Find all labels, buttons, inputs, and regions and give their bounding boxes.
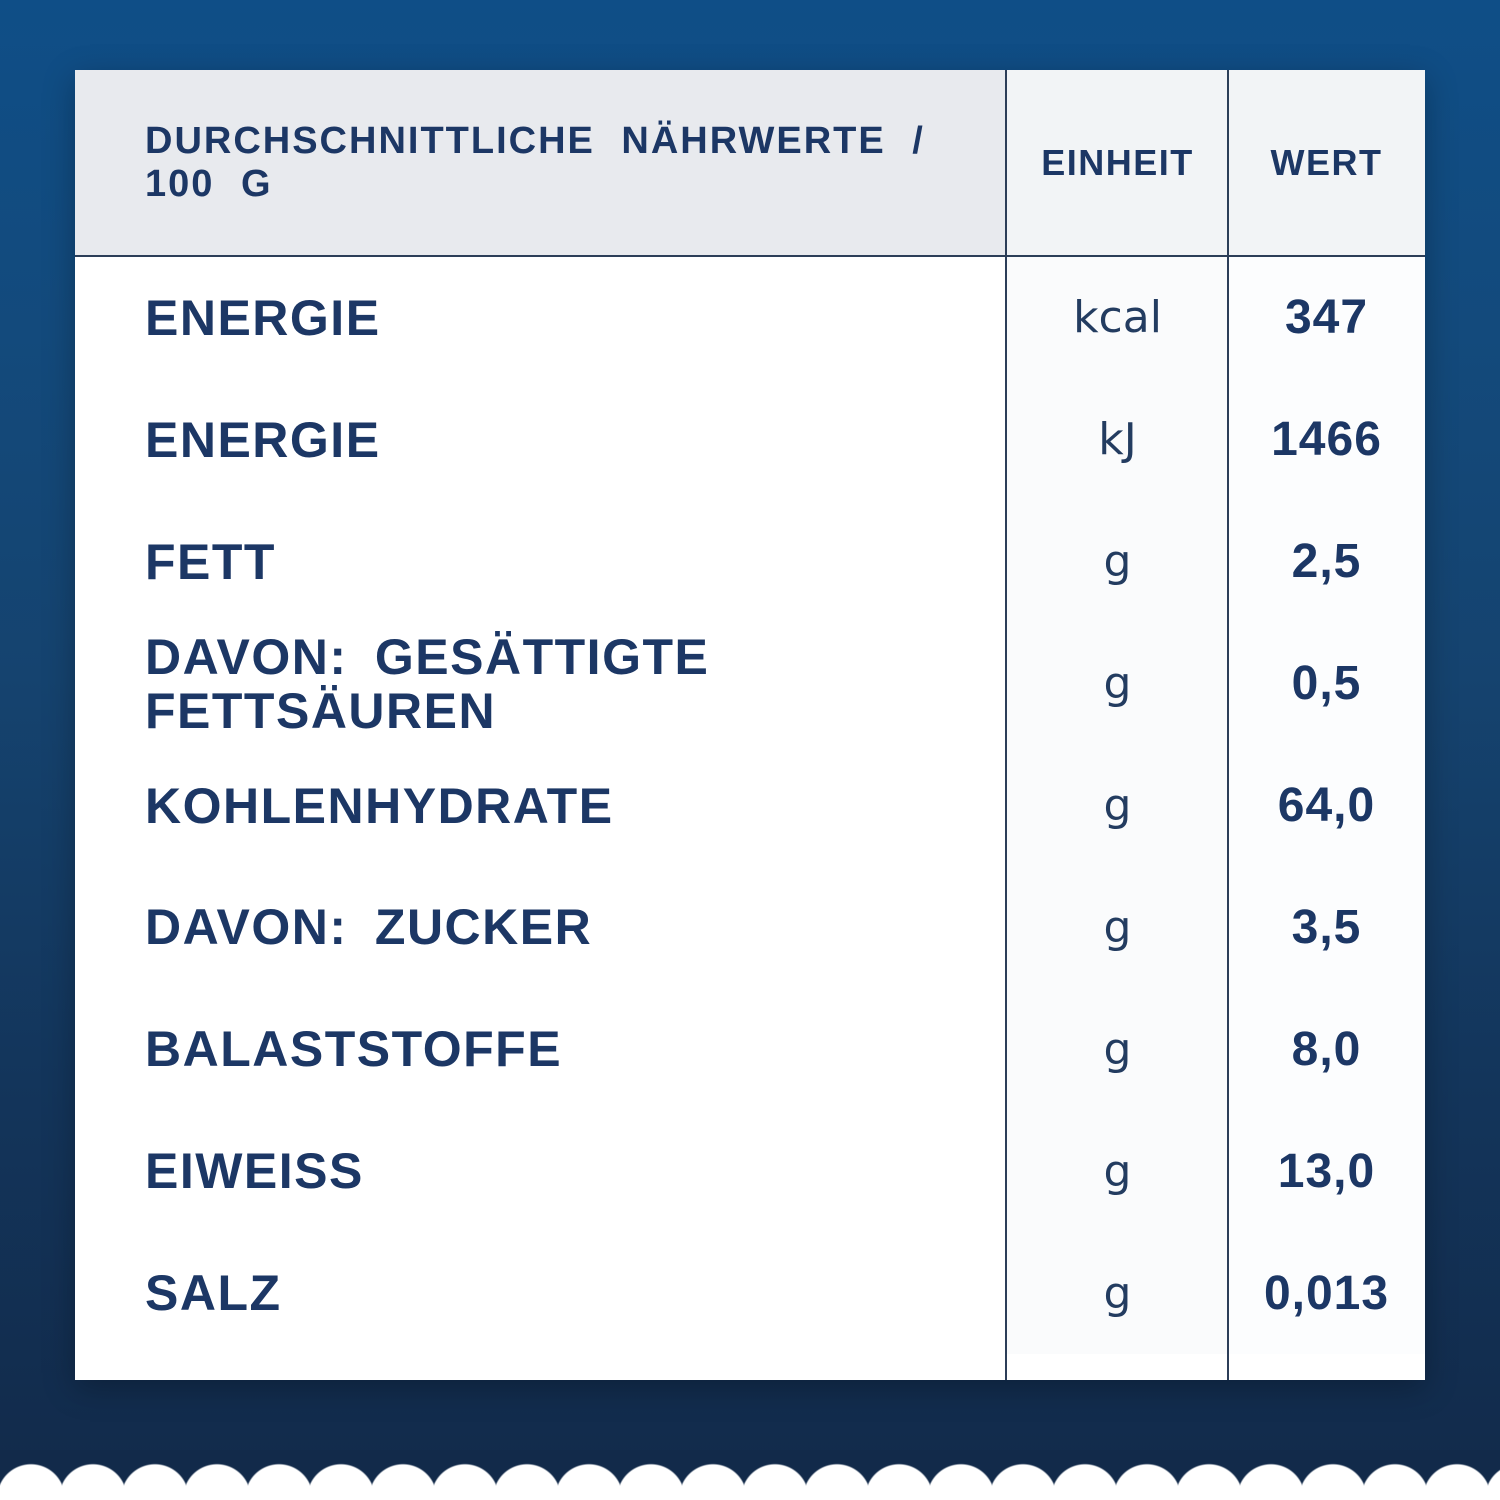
table-row: ENERGIE kcal 347 [75, 257, 1425, 379]
nutrient-unit: g [1007, 500, 1228, 623]
table-row: KOHLENHYDRATE g 64,0 [75, 744, 1425, 867]
nutrient-label: ENERGIE [145, 289, 381, 346]
nutrient-value: 347 [1228, 257, 1425, 379]
nutrient-label: EIWEISS [145, 1143, 364, 1200]
nutrient-value: 64,0 [1228, 744, 1425, 867]
nutrient-unit: kJ [1007, 378, 1228, 501]
header-nutrients: DURCHSCHNITTLICHE NÄHRWERTE / 100 G [75, 70, 1007, 255]
table-row: FETT g 2,5 [75, 500, 1425, 623]
nutrient-label: KOHLENHYDRATE [145, 777, 614, 834]
nutrient-label: FETT [145, 533, 276, 590]
nutrient-unit: g [1007, 622, 1228, 745]
nutrient-unit: g [1007, 1110, 1228, 1233]
header-unit: EINHEIT [1007, 70, 1228, 255]
nutrient-label: SALZ [145, 1265, 282, 1322]
nutrient-value: 0,5 [1228, 622, 1425, 745]
scalloped-bottom-edge [0, 1450, 1500, 1500]
nutrient-label: BALASTSTOFFE [145, 1021, 563, 1078]
nutrient-value: 2,5 [1228, 500, 1425, 623]
nutrient-unit: g [1007, 866, 1228, 989]
header-value: WERT [1228, 70, 1425, 255]
column-divider-2 [1227, 70, 1229, 1380]
nutrition-table-card: DURCHSCHNITTLICHE NÄHRWERTE / 100 G EINH… [75, 70, 1425, 1380]
nutrient-value: 3,5 [1228, 866, 1425, 989]
table-row: BALASTSTOFFE g 8,0 [75, 988, 1425, 1111]
table-row: EIWEISS g 13,0 [75, 1110, 1425, 1233]
nutrient-unit: kcal [1007, 257, 1228, 379]
nutrient-label: ENERGIE [145, 411, 381, 468]
nutrient-unit: g [1007, 988, 1228, 1111]
table-row: ENERGIE kJ 1466 [75, 378, 1425, 501]
nutrient-label: DAVON: ZUCKER [145, 899, 593, 956]
nutrient-unit: g [1007, 1232, 1228, 1355]
nutrient-unit: g [1007, 744, 1228, 867]
nutrient-value: 1466 [1228, 378, 1425, 501]
table-row: DAVON: ZUCKER g 3,5 [75, 866, 1425, 989]
column-divider-1 [1005, 70, 1007, 1380]
table-body: ENERGIE kcal 347 ENERGIE kJ 1466 FETT g … [75, 257, 1425, 1380]
nutrient-label: DAVON: GESÄTTIGTE FETTSÄUREN [145, 628, 710, 739]
nutrient-value: 0,013 [1228, 1232, 1425, 1355]
table-header-row: DURCHSCHNITTLICHE NÄHRWERTE / 100 G EINH… [75, 70, 1425, 257]
nutrient-value: 13,0 [1228, 1110, 1425, 1233]
table-row: DAVON: GESÄTTIGTE FETTSÄUREN g 0,5 [75, 622, 1425, 745]
nutrient-value: 8,0 [1228, 988, 1425, 1111]
table-row: SALZ g 0,013 [75, 1232, 1425, 1355]
